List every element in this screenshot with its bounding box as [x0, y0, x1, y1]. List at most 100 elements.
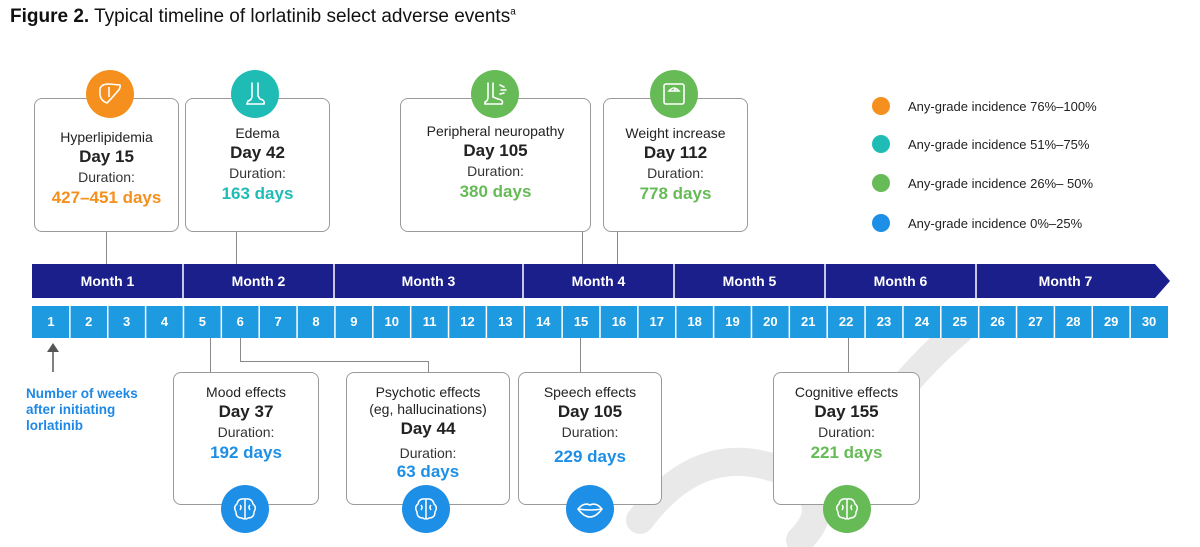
- week-label: 22: [838, 314, 854, 329]
- connector-speech: [580, 338, 581, 372]
- event-day: Day 105: [463, 141, 528, 160]
- figure-title: Figure 2. Typical timeline of lorlatinib…: [10, 6, 516, 28]
- week-label: 15: [573, 314, 589, 329]
- event-name: Speech effects: [543, 384, 637, 400]
- lips-icon: [566, 485, 614, 533]
- connector-psychotic-v1: [240, 338, 241, 362]
- connector-mood: [210, 338, 211, 372]
- week-label: 10: [384, 314, 399, 329]
- event-duration: 163 days: [221, 184, 294, 203]
- event-duration-label: Duration:: [467, 163, 524, 179]
- week-label: 9: [350, 314, 358, 329]
- month-bar: [32, 264, 1170, 298]
- event-duration-label: Duration:: [399, 445, 457, 461]
- legend-item: Any-grade incidence 0%–25%: [872, 213, 1082, 233]
- figure-title-bold: Figure 2.: [10, 6, 90, 27]
- event-day: Day 112: [643, 143, 708, 162]
- event-card-cognitive: Cognitive effects Day 155 Duration: 221 …: [773, 372, 920, 505]
- foot-nerve-icon: [471, 70, 519, 118]
- event-name: Hyperlipidemia: [60, 129, 153, 145]
- weeks-note-line2: after initiating: [26, 402, 116, 417]
- legend-item: Any-grade incidence 26%– 50%: [872, 173, 1093, 193]
- connector-psychotic-v2: [428, 361, 429, 372]
- event-duration: 63 days: [396, 462, 460, 481]
- event-day: Day 37: [218, 402, 274, 421]
- legend-label: Any-grade incidence 0%–25%: [908, 215, 1083, 231]
- connector-peripheral-neuropathy: [582, 232, 583, 264]
- event-card-peripheral-neuropathy: Peripheral neuropathy Day 105 Duration: …: [400, 98, 591, 232]
- week-label: 8: [312, 314, 320, 329]
- event-card-edema: Edema Day 42 Duration: 163 days: [185, 98, 330, 232]
- event-duration-label: Duration:: [818, 424, 875, 440]
- event-duration-label: Duration:: [561, 424, 619, 440]
- legend-dot: [872, 214, 890, 232]
- weeks-note: Number of weeks after initiating lorlati…: [26, 386, 186, 434]
- week-label: 6: [236, 314, 244, 329]
- week-label: 26: [990, 314, 1005, 329]
- event-day: Day 155: [814, 402, 879, 421]
- connector-edema: [236, 232, 237, 264]
- month-label: Month 6: [873, 273, 928, 289]
- scale-icon: [650, 70, 698, 118]
- week-label: 18: [687, 314, 702, 329]
- event-duration: 221 days: [810, 443, 883, 462]
- event-day: Day 105: [557, 402, 623, 421]
- event-name-detail: (eg, hallucinations): [369, 401, 487, 417]
- week-label: 24: [914, 314, 930, 329]
- legend-dot: [872, 174, 890, 192]
- month-label: Month 2: [231, 273, 286, 289]
- event-name: Psychotic effects: [375, 384, 481, 400]
- connector-weight-increase: [617, 232, 618, 264]
- week-label: 20: [763, 314, 778, 329]
- event-duration-label: Duration:: [229, 165, 286, 181]
- figure-title-text: Typical timeline of lorlatinib select ad…: [89, 6, 511, 27]
- event-duration-label: Duration:: [217, 424, 275, 440]
- event-duration: 229 days: [554, 447, 626, 466]
- week-label: 13: [498, 314, 513, 329]
- week-label: 29: [1103, 314, 1119, 329]
- brain-icon: [221, 485, 269, 533]
- week-label: 11: [422, 314, 437, 329]
- event-card-mood: Mood effects Day 37 Duration: 192 days: [173, 372, 319, 505]
- event-card-speech: Speech effects Day 105 Duration: 229 day…: [518, 372, 662, 505]
- event-duration: 778 days: [639, 184, 712, 203]
- week-label: 28: [1066, 314, 1081, 329]
- legend-dot: [872, 135, 890, 153]
- month-label: Month 3: [401, 273, 456, 289]
- event-card-weight-increase: Weight increase Day 112 Duration: 778 da…: [603, 98, 748, 232]
- connector-hyperlipidemia: [106, 232, 107, 264]
- week-label: 21: [801, 314, 816, 329]
- event-duration: 192 days: [210, 443, 282, 462]
- week-label: 27: [1028, 314, 1043, 329]
- weeks-note-line3: lorlatinib: [26, 418, 83, 433]
- event-name: Mood effects: [206, 384, 286, 400]
- legend-dot: [872, 97, 890, 115]
- event-day: Day 42: [230, 143, 285, 162]
- week-label: 1: [47, 314, 55, 329]
- event-card-hyperlipidemia: Hyperlipidemia Day 15 Duration: 427–451 …: [34, 98, 179, 232]
- week-label: 16: [611, 314, 627, 329]
- week-pointer-arrow: [47, 343, 59, 372]
- event-name: Peripheral neuropathy: [426, 123, 565, 139]
- week-label: 7: [274, 314, 282, 329]
- week-label: 4: [160, 314, 169, 329]
- brain-icon: [823, 485, 871, 533]
- week-label: 5: [198, 314, 206, 329]
- week-label: 17: [649, 314, 665, 329]
- event-duration-label: Duration:: [647, 165, 704, 181]
- week-label: 14: [535, 314, 551, 329]
- week-label: 23: [876, 314, 892, 329]
- event-card-psychotic: Psychotic effects (eg, hallucinations) D…: [346, 372, 510, 505]
- week-label: 25: [952, 314, 967, 329]
- month-label: Month 4: [571, 273, 626, 289]
- week-label: 3: [123, 314, 131, 329]
- event-duration: 427–451 days: [51, 188, 162, 207]
- event-name: Edema: [235, 125, 280, 141]
- brain-icon: [402, 485, 450, 533]
- event-duration-label: Duration:: [78, 169, 135, 185]
- legend-label: Any-grade incidence 26%– 50%: [908, 175, 1094, 191]
- event-name: Weight increase: [625, 125, 726, 141]
- week-label: 2: [85, 314, 93, 329]
- month-label: Month 7: [1038, 273, 1093, 289]
